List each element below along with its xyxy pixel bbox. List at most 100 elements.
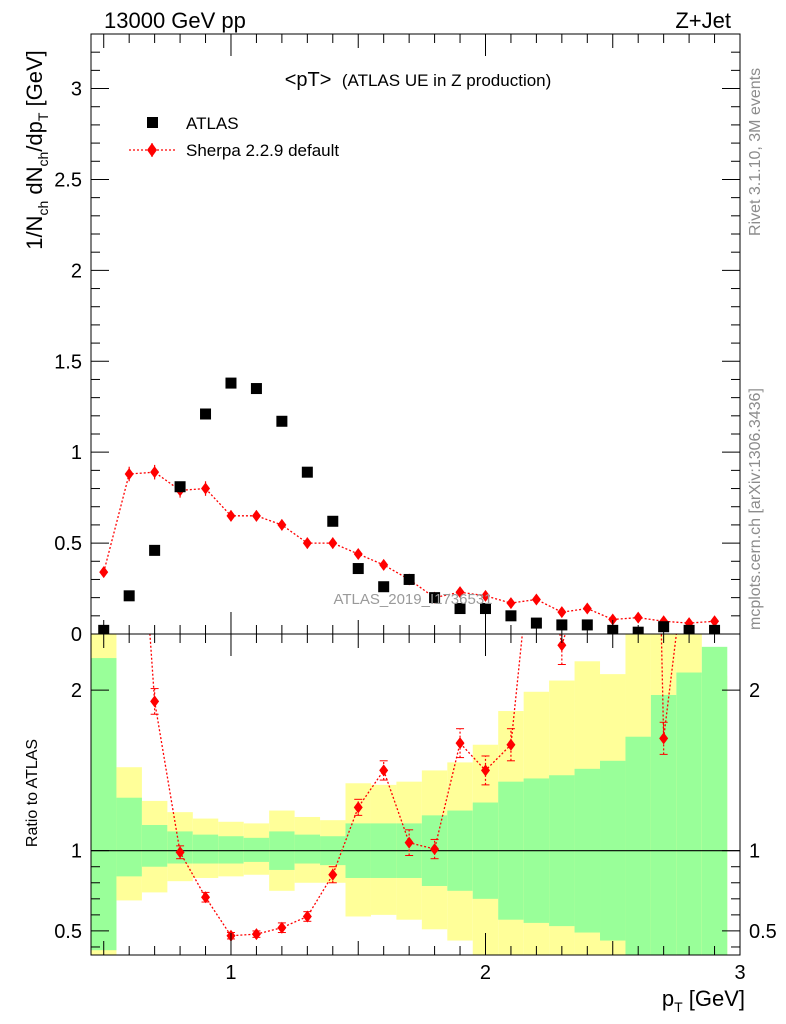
ratio-frame	[90, 633, 741, 956]
main-panel: 0 0.5 1 1.5 2 2.5 3 <pT> (ATLAS UE in Z produc…	[54, 33, 741, 646]
ratio-panel: 1 2 30.5 0.51 12 2	[54, 331, 777, 984]
ratio-marks	[91, 331, 740, 942]
legend-label-atlas: ATLAS	[186, 114, 239, 133]
ratio-point	[608, 363, 617, 375]
legend-marker-sherpa	[147, 143, 157, 157]
ratio-point	[583, 556, 592, 568]
ratio-point	[710, 443, 719, 455]
atlas-point	[149, 544, 161, 556]
legend-marker-atlas	[147, 117, 158, 128]
ratio-point	[251, 928, 261, 941]
ratio-point	[404, 836, 414, 849]
band-inner-bin	[676, 672, 702, 955]
ratio-point	[150, 695, 160, 708]
band-inner-bin	[294, 834, 321, 864]
ratio-x-tick-label: 1	[225, 962, 236, 984]
ratio-point	[659, 732, 669, 745]
rivet-label: Rivet 3.1.10, 3M events	[747, 68, 764, 236]
ratio-point	[328, 868, 338, 881]
y-axis-label-ratio: Ratio to ATLAS	[24, 739, 41, 847]
sherpa-point	[531, 593, 541, 606]
atlas-point	[250, 383, 262, 395]
ratio-point	[125, 331, 134, 343]
main-title: <pT> (ATLAS UE in Z production)	[285, 69, 552, 91]
atlas-point	[200, 408, 212, 420]
ratio-x-tick-label: 2	[480, 962, 491, 984]
atlas-point	[123, 590, 135, 602]
sherpa-point	[633, 611, 643, 624]
band-inner-bin	[91, 658, 117, 951]
y-axis-label-main: 1/Nch dNch/dpT [GeV]	[22, 50, 51, 250]
ratio-y-tick-label: 2	[71, 680, 82, 702]
sherpa-point	[251, 509, 261, 522]
main-y-tick-label: 2.5	[54, 169, 82, 191]
main-title-sub: (ATLAS UE in Z production)	[342, 71, 551, 90]
legend-label-sherpa: Sherpa 2.2.9 default	[186, 141, 339, 160]
sherpa-point	[379, 558, 389, 571]
ratio-y-tick-label-right: 1	[749, 841, 760, 863]
band-inner-bin	[192, 834, 219, 864]
sherpa-point	[124, 468, 134, 480]
main-axes: 0 0.5 1 1.5 2 2.5 3	[54, 33, 741, 646]
ratio-bands	[91, 634, 728, 955]
main-title-main: <pT>	[285, 69, 332, 91]
sherpa-point	[328, 537, 338, 550]
ratio-point	[506, 738, 516, 751]
sherpa-point	[455, 586, 465, 599]
atlas-point	[556, 619, 568, 631]
atlas-point	[505, 610, 517, 622]
sherpa-point	[302, 537, 312, 550]
main-y-tick-label: 0	[71, 624, 82, 646]
atlas-point	[530, 617, 542, 629]
sherpa-point	[710, 615, 720, 628]
header-left: 13000 GeV pp	[104, 8, 246, 33]
atlas-point	[276, 415, 288, 427]
sherpa-point	[277, 518, 287, 531]
ratio-point	[302, 910, 312, 923]
band-inner-bin	[701, 646, 728, 955]
header-right: Z+Jet	[675, 8, 731, 33]
main-y-tick-label: 2	[71, 260, 82, 282]
band-inner-bin	[243, 837, 270, 862]
ratio-point	[557, 639, 567, 652]
x-axis-label: pT [GeV]	[662, 986, 745, 1015]
ratio-point	[379, 764, 389, 777]
atlas-point	[581, 619, 593, 631]
sherpa-point	[99, 566, 109, 579]
sherpa-point	[226, 509, 236, 522]
main-y-tick-label: 1	[71, 442, 82, 464]
atlas-point	[352, 563, 364, 575]
sherpa-point	[582, 602, 592, 615]
band-inner-bin	[218, 836, 244, 864]
atlas-point	[454, 603, 466, 615]
ratio-point	[532, 492, 541, 504]
legend: ATLAS Sherpa 2.2.9 default	[129, 114, 339, 160]
watermark: ATLAS_2019_I1736531	[333, 591, 492, 608]
mcplots-label: mcplots.cern.ch [arXiv:1306.3436]	[747, 388, 764, 630]
sherpa-point	[201, 482, 211, 495]
sherpa-point	[353, 548, 363, 560]
ratio-y-tick-label-right: 2	[749, 680, 760, 702]
sherpa-point	[150, 466, 160, 479]
main-y-tick-label: 0.5	[54, 533, 82, 555]
ratio-point	[480, 764, 490, 777]
sherpa-point	[557, 606, 567, 619]
ratio-point	[430, 843, 440, 856]
sherpa-point	[480, 589, 490, 602]
main-y-tick-label: 1.5	[54, 351, 82, 373]
band-inner-bin	[141, 824, 168, 867]
main-y-tick-label: 3	[71, 79, 82, 101]
ratio-x-tick-label: 3	[734, 962, 745, 984]
ratio-y-tick-label: 1	[71, 841, 82, 863]
ratio-point	[201, 891, 211, 904]
atlas-point	[225, 377, 237, 389]
atlas-point	[479, 603, 491, 615]
sherpa-point	[608, 613, 618, 626]
atlas-point	[174, 481, 186, 493]
ratio-axes: 1 2 30.5 0.51 12 2	[54, 633, 777, 984]
ratio-point	[277, 921, 287, 934]
atlas-point	[403, 573, 415, 585]
atlas-point	[301, 466, 313, 478]
ratio-point	[353, 801, 363, 814]
